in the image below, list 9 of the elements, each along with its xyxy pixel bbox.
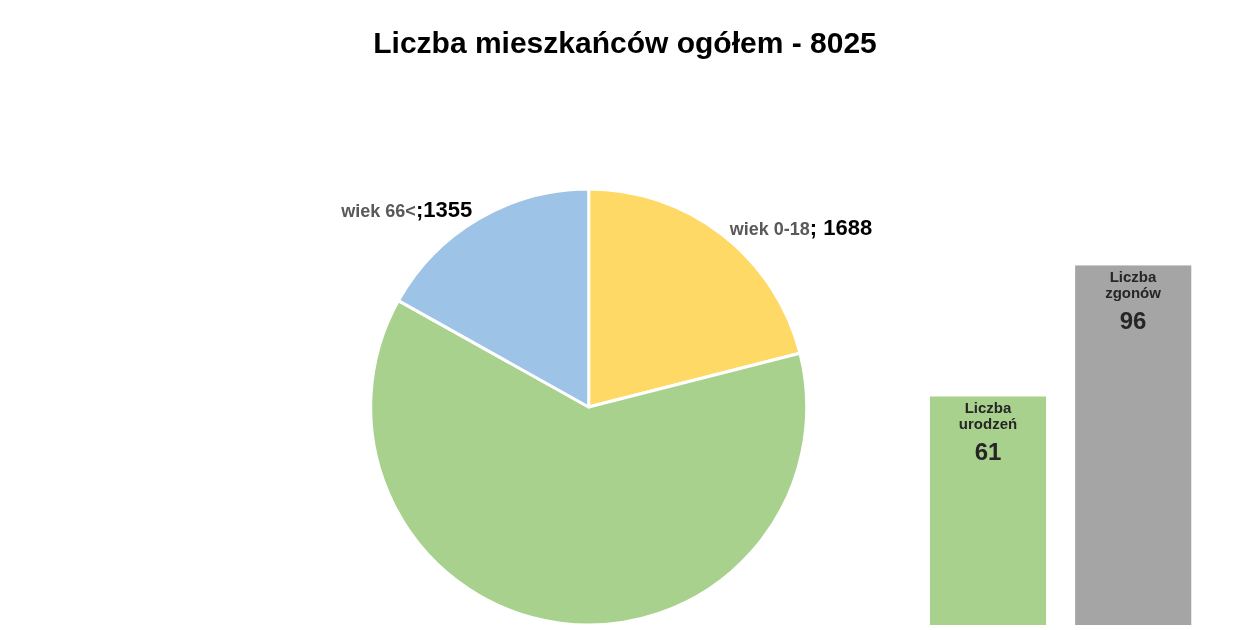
chart-title: Liczba mieszkańców ogółem - 8025 bbox=[373, 25, 877, 59]
x-tick-label: Liczba zgonów bbox=[1105, 268, 1162, 301]
slice-label: wiek 0-18 bbox=[728, 218, 810, 239]
data-label: 96 bbox=[1119, 307, 1147, 335]
data-label: ; 1688 bbox=[809, 214, 873, 240]
slice-label: wiek 66< bbox=[340, 201, 416, 222]
x-tick-label: Liczba urodzeń bbox=[958, 399, 1018, 433]
data-label: ;1355 bbox=[415, 197, 473, 223]
data-label: 61 bbox=[974, 438, 1002, 466]
